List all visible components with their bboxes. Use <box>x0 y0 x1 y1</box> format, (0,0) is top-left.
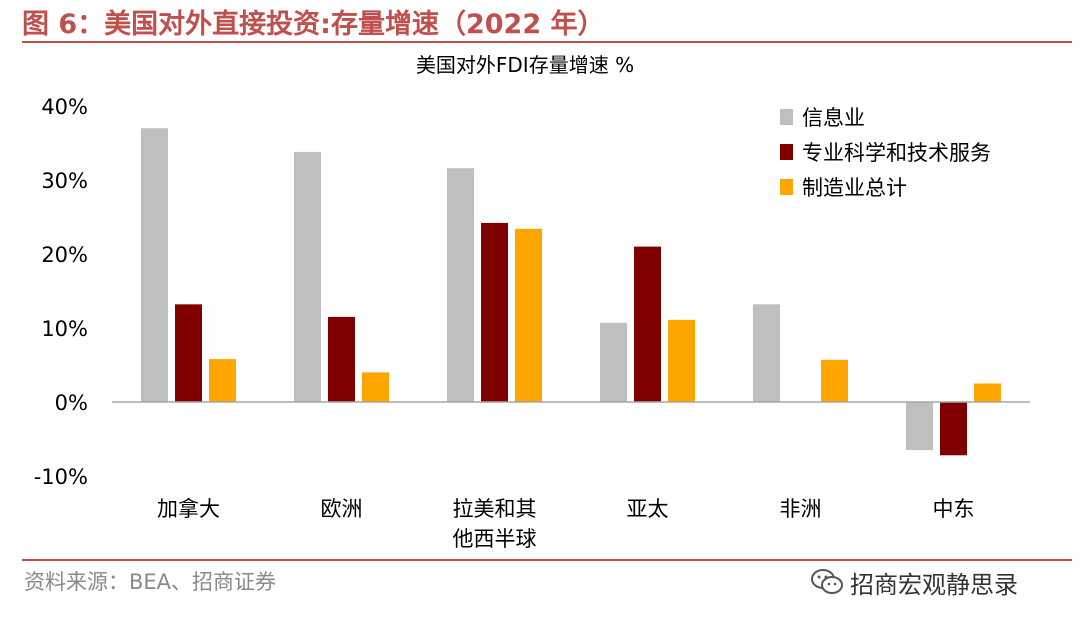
bar-3-1 <box>209 359 236 402</box>
bar-3-4 <box>668 319 695 402</box>
y-tick-label: 10% <box>41 317 88 341</box>
x-tick-label: 非洲 <box>780 497 822 521</box>
source-note: 资料来源：BEA、招商证券 <box>24 570 277 594</box>
bars <box>141 128 1001 456</box>
y-tick-label: 0% <box>55 391 88 415</box>
y-tick-label: 30% <box>41 169 88 193</box>
legend-label: 信息业 <box>802 106 865 130</box>
wechat-icon <box>811 569 843 594</box>
footer-divider <box>22 559 1072 561</box>
x-tick-label: 加拿大 <box>157 497 220 521</box>
x-tick-label: 拉美和其 <box>453 497 537 521</box>
legend-swatch <box>780 144 793 160</box>
bar-2-4 <box>634 246 661 402</box>
title-divider <box>22 41 1072 43</box>
watermark-text: 招商宏观静思录 <box>850 570 1018 599</box>
bar-1-4 <box>600 322 627 402</box>
bar-3-5 <box>821 359 848 402</box>
bar-chart: 美国对外FDI存量增速 % -10% 0% 10% 20% 30% 40% 加拿大 欧洲 拉美… <box>34 53 1030 551</box>
bar-1-6 <box>906 402 933 451</box>
legend-label: 专业科学和技术服务 <box>802 141 991 165</box>
x-tick-label: 中东 <box>933 497 975 521</box>
bar-2-2 <box>328 316 355 402</box>
bar-3-6 <box>974 383 1001 402</box>
legend-label: 制造业总计 <box>802 176 907 200</box>
y-tick-label: 20% <box>41 243 88 267</box>
y-tick-label: 40% <box>41 95 88 119</box>
x-tick-label: 他西半球 <box>453 527 537 551</box>
bar-2-1 <box>175 304 202 402</box>
bar-2-3 <box>481 222 508 402</box>
bar-1-3 <box>447 168 474 402</box>
chart-title: 美国对外FDI存量增速 % <box>416 53 634 77</box>
bar-1-5 <box>753 304 780 402</box>
bar-3-2 <box>362 372 389 402</box>
legend-swatch <box>780 109 793 125</box>
y-axis: -10% 0% 10% 20% 30% 40% <box>34 95 88 489</box>
y-tick-label: -10% <box>34 465 88 489</box>
figure-title: 图 6：美国对外直接投资:存量增速（2022 年） <box>22 9 605 40</box>
bar-2-6 <box>940 402 967 456</box>
x-tick-label: 欧洲 <box>321 497 363 521</box>
watermark: 招商宏观静思录 <box>810 562 1018 602</box>
legend-swatch <box>780 179 793 195</box>
bar-1-1 <box>141 128 168 402</box>
bar-3-3 <box>515 228 542 402</box>
bar-1-2 <box>294 151 321 402</box>
x-tick-label: 亚太 <box>627 497 669 521</box>
